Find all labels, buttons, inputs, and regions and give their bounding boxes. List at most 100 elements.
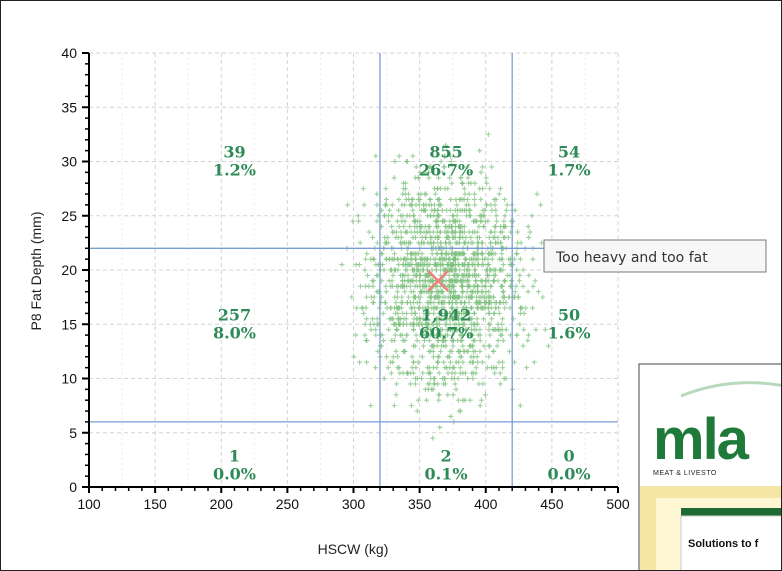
data-point [472, 202, 478, 208]
data-point [412, 283, 418, 289]
data-point [482, 218, 488, 224]
data-point [387, 207, 393, 213]
data-point [421, 256, 427, 262]
data-point [472, 191, 478, 197]
data-point [477, 332, 483, 338]
data-point [441, 359, 447, 365]
data-point [492, 229, 498, 235]
data-point [439, 343, 445, 349]
data-point [396, 262, 402, 268]
data-point [442, 376, 448, 381]
data-point [474, 229, 480, 235]
cell-count-bottom-right: 0 [563, 446, 574, 465]
data-point [477, 403, 483, 409]
data-point [477, 348, 483, 354]
data-point [443, 234, 449, 240]
data-point [465, 376, 471, 381]
data-point [521, 310, 527, 316]
data-point [521, 327, 527, 333]
data-point [447, 365, 453, 371]
data-point [431, 305, 437, 311]
data-point [349, 294, 355, 300]
data-point [467, 397, 473, 403]
data-point [403, 196, 409, 202]
data-point [395, 283, 401, 289]
data-point [429, 207, 435, 213]
data-point [486, 262, 492, 268]
data-point [421, 267, 427, 273]
data-point [438, 240, 444, 246]
data-point [470, 262, 476, 268]
y-tick-label: 30 [61, 154, 77, 170]
data-point [412, 381, 418, 387]
data-point [466, 310, 472, 316]
data-point [455, 376, 461, 381]
cell-count-bottom-left: 1 [229, 446, 240, 465]
data-point [431, 240, 437, 246]
data-point [381, 376, 387, 381]
data-point [471, 283, 477, 289]
data-point [385, 365, 391, 371]
data-point [382, 202, 388, 208]
cell-percent-middle-left: 8.0% [213, 323, 256, 342]
data-point [432, 381, 438, 387]
data-point [420, 327, 426, 333]
data-point [364, 294, 370, 300]
data-point [393, 392, 399, 398]
data-point [441, 164, 447, 170]
data-point [398, 229, 404, 235]
data-point [436, 196, 442, 202]
data-point [514, 332, 520, 338]
data-point [472, 196, 478, 202]
data-point [483, 175, 489, 181]
data-point [365, 272, 371, 278]
data-point [382, 240, 388, 246]
data-point [373, 332, 379, 338]
data-point [476, 381, 482, 387]
data-point [499, 251, 505, 257]
data-point [498, 224, 504, 230]
data-point [437, 332, 443, 338]
data-point [457, 224, 463, 230]
data-point [477, 148, 483, 154]
data-point [411, 213, 417, 219]
data-point [431, 256, 437, 262]
data-point [466, 191, 472, 197]
data-point [370, 256, 376, 262]
data-point [517, 403, 523, 409]
data-point [466, 229, 472, 235]
data-point [453, 386, 459, 392]
data-point [421, 202, 427, 208]
data-point [390, 354, 396, 360]
data-point [374, 240, 380, 246]
data-point [389, 229, 395, 235]
mla-tab-label[interactable]: Solutions to f [688, 538, 759, 550]
cell-percent-bottom-left: 0.0% [213, 464, 256, 483]
data-point [486, 327, 492, 333]
cell-count-middle-center: 1,942 [421, 305, 471, 324]
y-tick-label: 35 [61, 99, 77, 115]
data-point [448, 196, 454, 202]
data-point [526, 234, 532, 240]
data-point [362, 321, 368, 327]
data-point [536, 289, 542, 295]
data-point [430, 365, 436, 371]
data-point [426, 338, 432, 344]
cell-count-middle-right: 50 [558, 305, 580, 324]
data-point [457, 327, 463, 333]
data-point [503, 224, 509, 230]
data-point [464, 164, 470, 170]
data-point [486, 289, 492, 295]
data-point [357, 240, 363, 246]
data-point [510, 218, 516, 224]
data-point [460, 289, 466, 295]
data-point [529, 305, 535, 311]
data-point [450, 343, 456, 349]
data-point [396, 305, 402, 311]
data-point [391, 321, 397, 327]
data-point [353, 332, 359, 338]
data-point [500, 262, 506, 268]
data-point [396, 224, 402, 230]
data-point [409, 196, 415, 202]
